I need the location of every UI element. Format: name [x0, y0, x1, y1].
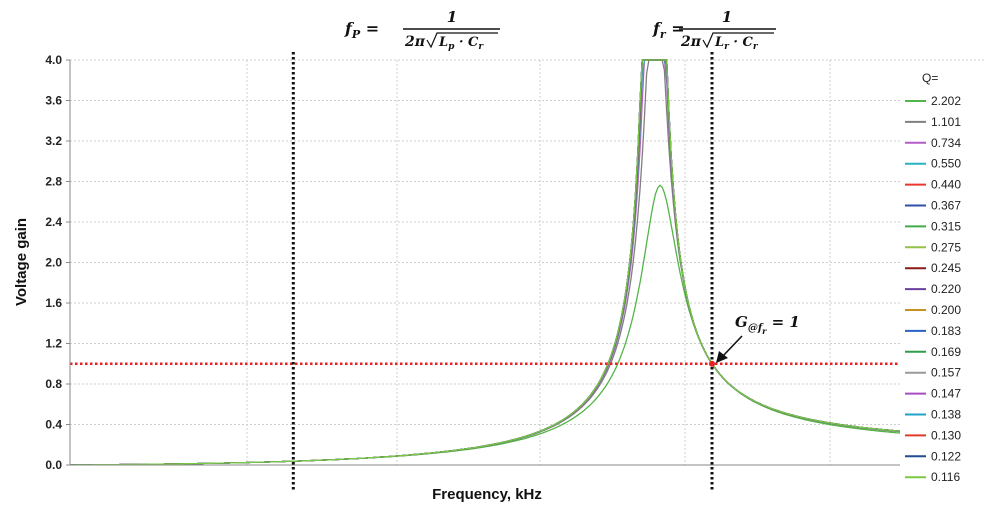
legend-item-label: 2.202 [931, 94, 961, 108]
fr-formula: fr = 1 2π Lr · Cr [652, 8, 776, 52]
resonance-point [709, 360, 715, 367]
svg-text:1: 1 [722, 8, 732, 26]
legend-title: Q= [922, 71, 938, 85]
y-tick-label: 2.0 [45, 256, 62, 270]
y-tick-label: 2.8 [45, 175, 62, 189]
svg-text:Lp · Cr: Lp · Cr [438, 35, 484, 52]
legend-item-label: 0.157 [931, 366, 961, 380]
fp-formula: fP = 1 2π Lp · Cr [344, 8, 500, 52]
legend-item-label: 0.550 [931, 157, 961, 171]
legend-item-label: 0.245 [931, 261, 961, 275]
legend-item-label: 0.275 [931, 240, 961, 254]
series-line-q-2.202 [70, 184, 983, 466]
legend-item-label: 0.138 [931, 408, 961, 422]
y-tick-label: 0.8 [45, 377, 62, 391]
gain-arrowhead [716, 351, 728, 363]
y-tick-label: 3.6 [45, 94, 62, 108]
legend-item-label: 0.734 [931, 136, 961, 150]
legend-item-label: 0.367 [931, 199, 961, 213]
legend-item-label: 0.183 [931, 324, 961, 338]
legend-item-label: 1.101 [931, 115, 961, 129]
gain-arrow [721, 335, 743, 358]
gain-annotation: G@fr = 1 [716, 313, 800, 363]
legend-item-label: 0.122 [931, 449, 961, 463]
legend-item-label: 0.130 [931, 428, 961, 442]
legend-item-label: 0.315 [931, 219, 961, 233]
axes: 0.0 0.4 0.8 1.2 1.6 2.0 2.4 2.8 3.2 3.6 4.0 [45, 53, 985, 472]
svg-text:2π: 2π [680, 34, 702, 50]
reference-lines [70, 52, 985, 490]
legend-item-label: 0.116 [931, 470, 960, 484]
y-tick-label: 0.0 [45, 458, 62, 472]
svg-text:fr =: fr = [652, 19, 685, 41]
y-axis-title: Voltage gain [13, 218, 30, 306]
y-tick-label: 0.4 [45, 418, 62, 432]
legend-item-label: 0.169 [931, 345, 961, 359]
legend-item-label: 0.440 [931, 178, 961, 192]
curves [70, 59, 983, 466]
y-tick-label: 3.2 [45, 134, 62, 148]
legend-box [900, 68, 986, 486]
y-tick-label: 2.4 [45, 215, 62, 229]
y-tick-label: 4.0 [45, 53, 62, 67]
y-tick-label: 1.2 [45, 337, 62, 351]
svg-text:G@fr = 1: G@fr = 1 [735, 313, 800, 336]
legend-item-label: 0.147 [931, 387, 961, 401]
legend-item-label: 0.200 [931, 303, 961, 317]
svg-text:Lr · Cr: Lr · Cr [714, 35, 759, 52]
legend-item-label: 0.220 [931, 282, 961, 296]
svg-text:1: 1 [447, 8, 457, 26]
x-axis-title: Frequency, kHz [432, 486, 542, 503]
grid [70, 59, 985, 465]
svg-text:2π: 2π [404, 34, 426, 50]
svg-text:fP =: fP = [344, 19, 379, 41]
series-line-q-0.116 [70, 59, 983, 466]
y-tick-label: 1.6 [45, 296, 62, 310]
legend: Q= 2.202 1.101 0.734 0.550 0.440 0.367 0.315 0.2… [900, 68, 986, 486]
